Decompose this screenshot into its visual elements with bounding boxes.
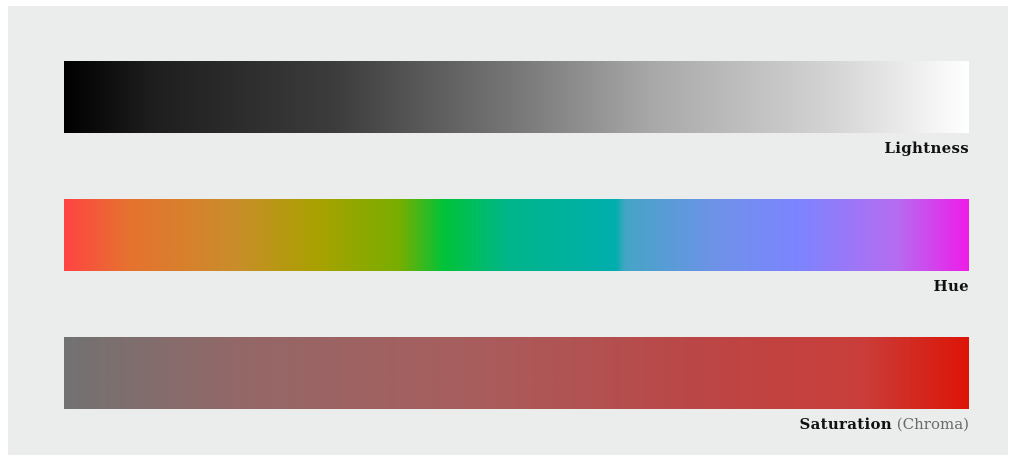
saturation-label: Saturation (Chroma): [799, 415, 969, 433]
lightness-label: Lightness: [884, 139, 969, 157]
chroma-note: (Chroma): [896, 415, 969, 433]
hue-label: Hue: [933, 277, 969, 295]
hue-gradient-bar: [64, 199, 969, 271]
hue-label-text: Hue: [933, 277, 969, 295]
figure-panel: Lightness Hue Saturation (Chroma): [8, 6, 1008, 455]
lightness-gradient-bar: [64, 61, 969, 133]
lightness-label-text: Lightness: [884, 139, 969, 157]
saturation-label-text: Saturation: [799, 415, 892, 433]
saturation-gradient-bar: [64, 337, 969, 409]
